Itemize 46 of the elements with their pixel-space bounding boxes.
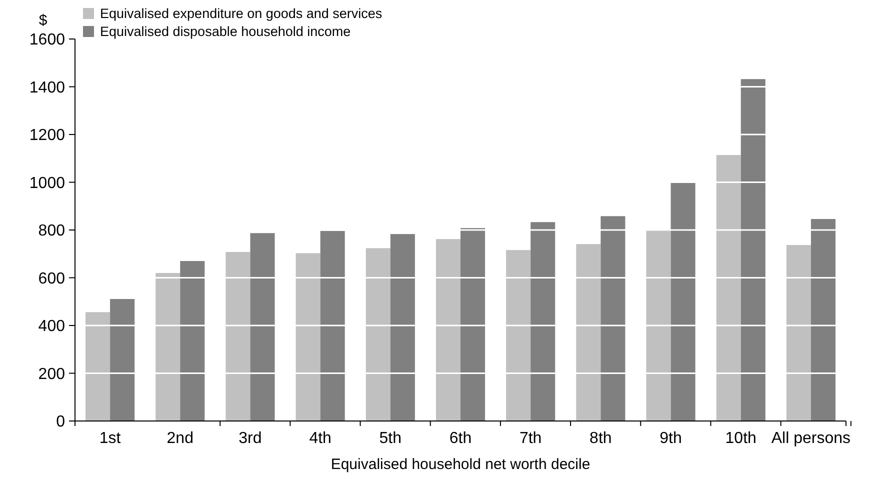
x-tick-label: 5th <box>379 430 402 447</box>
y-tick-label: 1200 <box>29 127 66 144</box>
bar <box>156 272 180 421</box>
y-tick-label: 600 <box>38 270 66 288</box>
legend-label: Equivalised disposable household income <box>100 24 351 39</box>
y-tick-label: 1000 <box>29 174 66 192</box>
bar <box>646 230 671 421</box>
x-tick-label: 3rd <box>238 430 262 447</box>
bar <box>810 219 836 421</box>
bar <box>366 248 390 421</box>
bar <box>576 244 601 421</box>
x-tick-label: 7th <box>519 430 542 447</box>
bar <box>460 228 486 421</box>
bar <box>226 252 250 421</box>
x-tick-label: 4th <box>309 430 332 447</box>
y-tick-label: 200 <box>38 366 66 383</box>
bar <box>180 261 205 421</box>
x-tick-label: 1st <box>99 430 122 447</box>
bar <box>110 299 135 421</box>
bar <box>296 253 320 421</box>
x-tick-label: 2nd <box>166 430 194 447</box>
bar <box>86 312 110 421</box>
bar <box>740 79 766 421</box>
bar <box>786 245 811 421</box>
bar <box>716 155 741 421</box>
x-tick-label: 6th <box>449 430 472 447</box>
y-tick-label: 0 <box>56 414 66 431</box>
bar <box>320 230 345 421</box>
y-tick-label: 1400 <box>29 79 66 96</box>
bar <box>670 182 696 421</box>
bar <box>506 250 531 421</box>
x-tick-label: 9th <box>660 430 682 447</box>
y-axis-title: $ <box>38 12 48 29</box>
legend-label: Equivalised expenditure on goods and services <box>100 6 382 21</box>
bar <box>600 216 626 421</box>
bar <box>250 233 275 421</box>
x-tick-label: All persons <box>771 430 851 447</box>
y-tick-label: 1600 <box>29 32 66 49</box>
bar <box>436 239 460 421</box>
y-tick-label: 400 <box>38 318 66 336</box>
bar <box>390 234 415 421</box>
x-tick-label: 10th <box>725 430 756 447</box>
x-tick-label: 8th <box>590 430 612 447</box>
bar <box>530 222 556 421</box>
x-axis-title: Equivalised household net worth decile <box>330 456 590 473</box>
y-tick-label: 800 <box>38 222 66 240</box>
